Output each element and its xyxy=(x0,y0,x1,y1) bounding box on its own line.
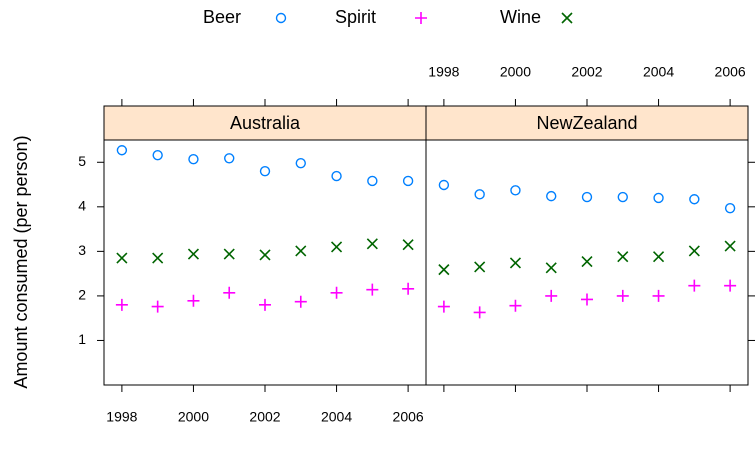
point xyxy=(545,289,558,302)
point xyxy=(473,306,486,319)
point xyxy=(652,289,665,302)
y-tick-label: 4 xyxy=(78,198,86,214)
x-tick-label: 2004 xyxy=(321,409,352,425)
y-tick-label: 2 xyxy=(78,287,86,303)
point xyxy=(474,189,485,200)
point xyxy=(330,241,343,253)
x-tick-label: 2006 xyxy=(715,64,746,80)
point xyxy=(259,298,271,311)
point xyxy=(474,261,486,273)
point xyxy=(437,300,450,313)
point xyxy=(510,185,521,196)
point xyxy=(115,298,128,311)
point xyxy=(509,299,522,312)
point xyxy=(545,262,557,274)
legend-marker xyxy=(561,12,573,24)
point xyxy=(330,286,343,299)
x-tick-label: 2002 xyxy=(571,64,602,80)
strip xyxy=(103,105,427,141)
x-tick-label: 1998 xyxy=(428,64,459,80)
panel-title: NewZealand xyxy=(536,113,637,133)
point xyxy=(223,286,236,299)
point xyxy=(438,179,450,191)
x-tick-label: 2000 xyxy=(500,64,531,80)
point xyxy=(724,279,737,292)
point xyxy=(367,175,378,187)
point xyxy=(259,165,271,177)
point xyxy=(223,248,235,260)
point xyxy=(259,249,271,261)
panel-title: Australia xyxy=(230,113,301,133)
point xyxy=(509,257,522,269)
point xyxy=(546,190,557,202)
point xyxy=(402,239,414,251)
point xyxy=(438,264,450,276)
point xyxy=(187,294,200,307)
legend-marker xyxy=(415,12,427,24)
x-tick-label: 2000 xyxy=(178,409,209,425)
point xyxy=(616,289,629,302)
point xyxy=(653,192,664,204)
point xyxy=(152,252,164,264)
point xyxy=(724,240,736,252)
point xyxy=(688,279,701,292)
x-tick-label: 2004 xyxy=(643,64,674,80)
point xyxy=(116,252,128,264)
point xyxy=(116,145,128,156)
y-tick-label: 3 xyxy=(78,242,86,258)
strip xyxy=(425,105,749,141)
legend-label: Wine xyxy=(500,7,541,27)
point xyxy=(152,149,163,161)
point xyxy=(151,300,164,313)
point xyxy=(402,175,414,187)
point xyxy=(295,245,307,257)
x-tick-label: 2006 xyxy=(393,409,424,425)
point xyxy=(224,153,235,164)
y-tick-label: 1 xyxy=(78,331,86,347)
point xyxy=(617,191,628,203)
point xyxy=(581,191,593,203)
point xyxy=(617,251,629,263)
point xyxy=(188,153,199,165)
point xyxy=(187,248,200,260)
point xyxy=(402,282,415,295)
point xyxy=(331,170,342,182)
point xyxy=(688,245,700,257)
point xyxy=(294,295,307,308)
point xyxy=(724,202,736,214)
y-tick-label: 5 xyxy=(78,153,86,169)
point xyxy=(652,251,665,263)
point xyxy=(581,256,593,268)
x-tick-label: 2002 xyxy=(249,409,280,425)
legend-marker xyxy=(275,12,287,24)
legend-label: Spirit xyxy=(335,7,376,27)
legend-label: Beer xyxy=(203,7,241,27)
x-tick-label: 1998 xyxy=(106,409,137,425)
y-axis-label: Amount consumed (per person) xyxy=(11,135,31,388)
point xyxy=(366,238,378,250)
point xyxy=(581,293,593,306)
point xyxy=(366,283,379,296)
point xyxy=(295,157,306,169)
point xyxy=(689,194,700,205)
